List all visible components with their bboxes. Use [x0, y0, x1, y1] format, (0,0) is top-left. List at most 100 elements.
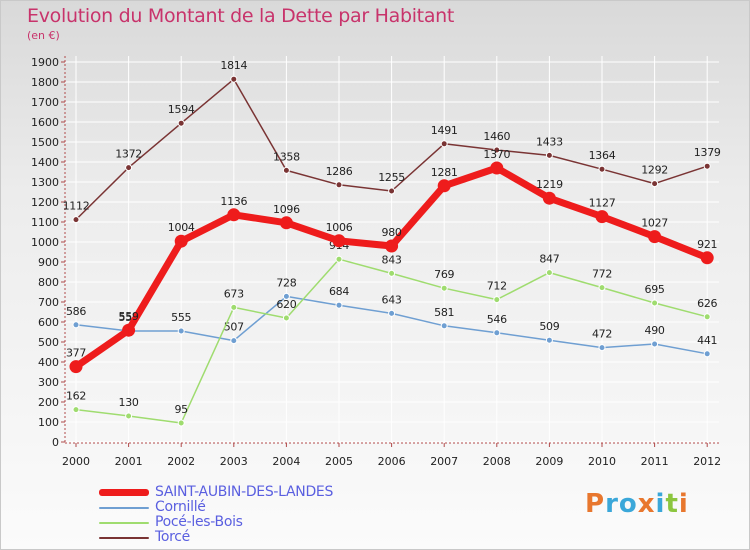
data-point: [227, 208, 241, 222]
data-point: [703, 162, 711, 170]
logo-letter: r: [605, 489, 619, 519]
y-tick-label: 200: [38, 396, 59, 409]
data-label: 847: [539, 253, 559, 266]
x-tick-label: 2009: [535, 455, 563, 468]
data-point: [335, 301, 343, 309]
y-tick-label: 0: [52, 436, 59, 449]
data-point: [493, 329, 501, 337]
data-point: [230, 75, 238, 83]
data-label: 1112: [63, 200, 90, 213]
data-label: 620: [276, 298, 296, 311]
y-tick-label: 800: [38, 276, 59, 289]
data-point: [493, 146, 501, 154]
legend-swatch: [99, 489, 149, 496]
data-label: 1286: [326, 165, 353, 178]
data-point: [388, 309, 396, 317]
data-label: 1460: [483, 130, 510, 143]
data-point: [598, 165, 606, 173]
logo-letter: P: [585, 489, 606, 519]
series-0: 377 559 1004 1136 1096 1006 980 1281 1370 1219 112…: [66, 148, 718, 374]
data-point: [122, 323, 136, 337]
y-tick-label: 1700: [31, 96, 59, 109]
x-tick-label: 2011: [641, 455, 669, 468]
data-point: [385, 239, 399, 253]
data-point: [703, 313, 711, 321]
data-point: [545, 336, 553, 344]
data-label: 162: [66, 390, 86, 403]
legend-label: Pocé-les-Bois: [155, 514, 243, 530]
legend-label: SAINT-AUBIN-DES-LANDES: [155, 484, 334, 500]
data-point: [440, 322, 448, 330]
x-tick-label: 2005: [325, 455, 353, 468]
data-label: 1255: [378, 171, 405, 184]
data-point: [335, 181, 343, 189]
chart-subtitle: (en €): [27, 29, 60, 42]
data-point: [545, 151, 553, 159]
chart-title: Evolution du Montant de la Dette par Hab…: [27, 5, 455, 27]
data-point: [279, 216, 293, 230]
data-label: 1292: [641, 164, 668, 177]
y-tick-label: 900: [38, 256, 59, 269]
data-label: 684: [329, 285, 349, 298]
legend-swatch: [99, 522, 149, 524]
data-point: [545, 269, 553, 277]
y-tick-label: 100: [38, 416, 59, 429]
y-tick-label: 1200: [31, 196, 59, 209]
logo-letter: i: [655, 489, 666, 519]
logo-letter: i: [678, 489, 689, 519]
x-tick-label: 2008: [483, 455, 511, 468]
data-label: 1379: [694, 146, 721, 159]
y-tick-label: 1100: [31, 216, 59, 229]
y-tick-label: 700: [38, 296, 59, 309]
data-label: 1364: [589, 149, 616, 162]
data-label: 1491: [431, 124, 458, 137]
data-point: [598, 344, 606, 352]
data-label: 559: [119, 310, 139, 323]
data-label: 712: [487, 280, 507, 293]
data-point: [332, 234, 346, 248]
data-label: 130: [119, 396, 139, 409]
data-point: [335, 255, 343, 263]
y-tick-label: 1400: [31, 156, 59, 169]
data-point: [490, 161, 504, 175]
data-label: 626: [697, 297, 717, 310]
x-tick-label: 2001: [115, 455, 143, 468]
data-point: [651, 299, 659, 307]
data-label: 1136: [220, 195, 247, 208]
data-label: 695: [645, 283, 665, 296]
data-label: 769: [434, 268, 454, 281]
data-point: [174, 234, 188, 248]
data-point: [542, 191, 556, 205]
data-label: 1004: [168, 221, 195, 234]
data-label: 509: [539, 320, 559, 333]
data-label: 772: [592, 268, 612, 281]
x-tick-label: 2010: [588, 455, 616, 468]
data-label: 728: [276, 276, 296, 289]
data-label: 1219: [536, 178, 563, 191]
data-label: 1281: [431, 166, 458, 179]
data-point: [648, 230, 662, 244]
data-point: [125, 164, 133, 172]
data-label: 1027: [641, 217, 668, 230]
data-label: 1433: [536, 135, 563, 148]
data-point: [700, 251, 714, 265]
data-label: 1127: [589, 197, 616, 210]
data-point: [440, 140, 448, 148]
x-tick-label: 2003: [220, 455, 248, 468]
data-label: 441: [697, 334, 717, 347]
series-2: 16213095673620914843769712847772695626: [66, 239, 718, 427]
y-tick-labels: 0 100 200 300 400 500 600 700 800 900 1000 1100 1200…: [31, 56, 65, 449]
data-label: 95: [174, 403, 188, 416]
data-label: 1594: [168, 103, 195, 116]
data-label: 1814: [220, 59, 247, 72]
data-label: 980: [382, 226, 402, 239]
data-point: [595, 210, 609, 224]
legend-label: Torcé: [155, 529, 190, 545]
series-3: 1112 1372 1594 1814 1358 1286 1255 1491 1460 1433…: [63, 59, 721, 224]
x-tick-label: 2000: [62, 455, 90, 468]
proxiti-logo: Proxiti: [585, 489, 689, 519]
data-label: 555: [171, 311, 191, 324]
data-label: 1096: [273, 203, 300, 216]
data-label: 490: [645, 324, 665, 337]
